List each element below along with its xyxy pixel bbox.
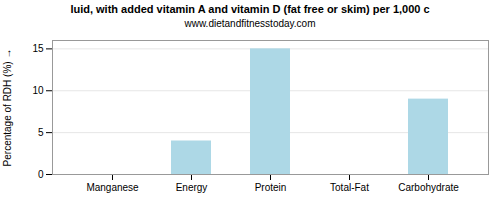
svg-text:10: 10 [32,85,44,96]
svg-text:Protein: Protein [255,182,287,193]
svg-text:Energy: Energy [176,182,208,193]
svg-text:Percentage of RDH (%) →: Percentage of RDH (%) → [2,49,13,167]
html-text:www.dietandfitnesstoday.com: www.dietandfitnesstoday.com [184,18,316,29]
svg-text:15: 15 [32,43,44,54]
svg-text:Carbohydrate: Carbohydrate [398,182,459,193]
svg-text:5: 5 [38,127,44,138]
svg-text:Total-Fat: Total-Fat [330,182,369,193]
svg-text:0: 0 [38,169,44,180]
svg-text:Manganese: Manganese [86,182,139,193]
html-text:luid, with added vitamin A and: luid, with added vitamin A and vitamin D… [70,3,430,15]
